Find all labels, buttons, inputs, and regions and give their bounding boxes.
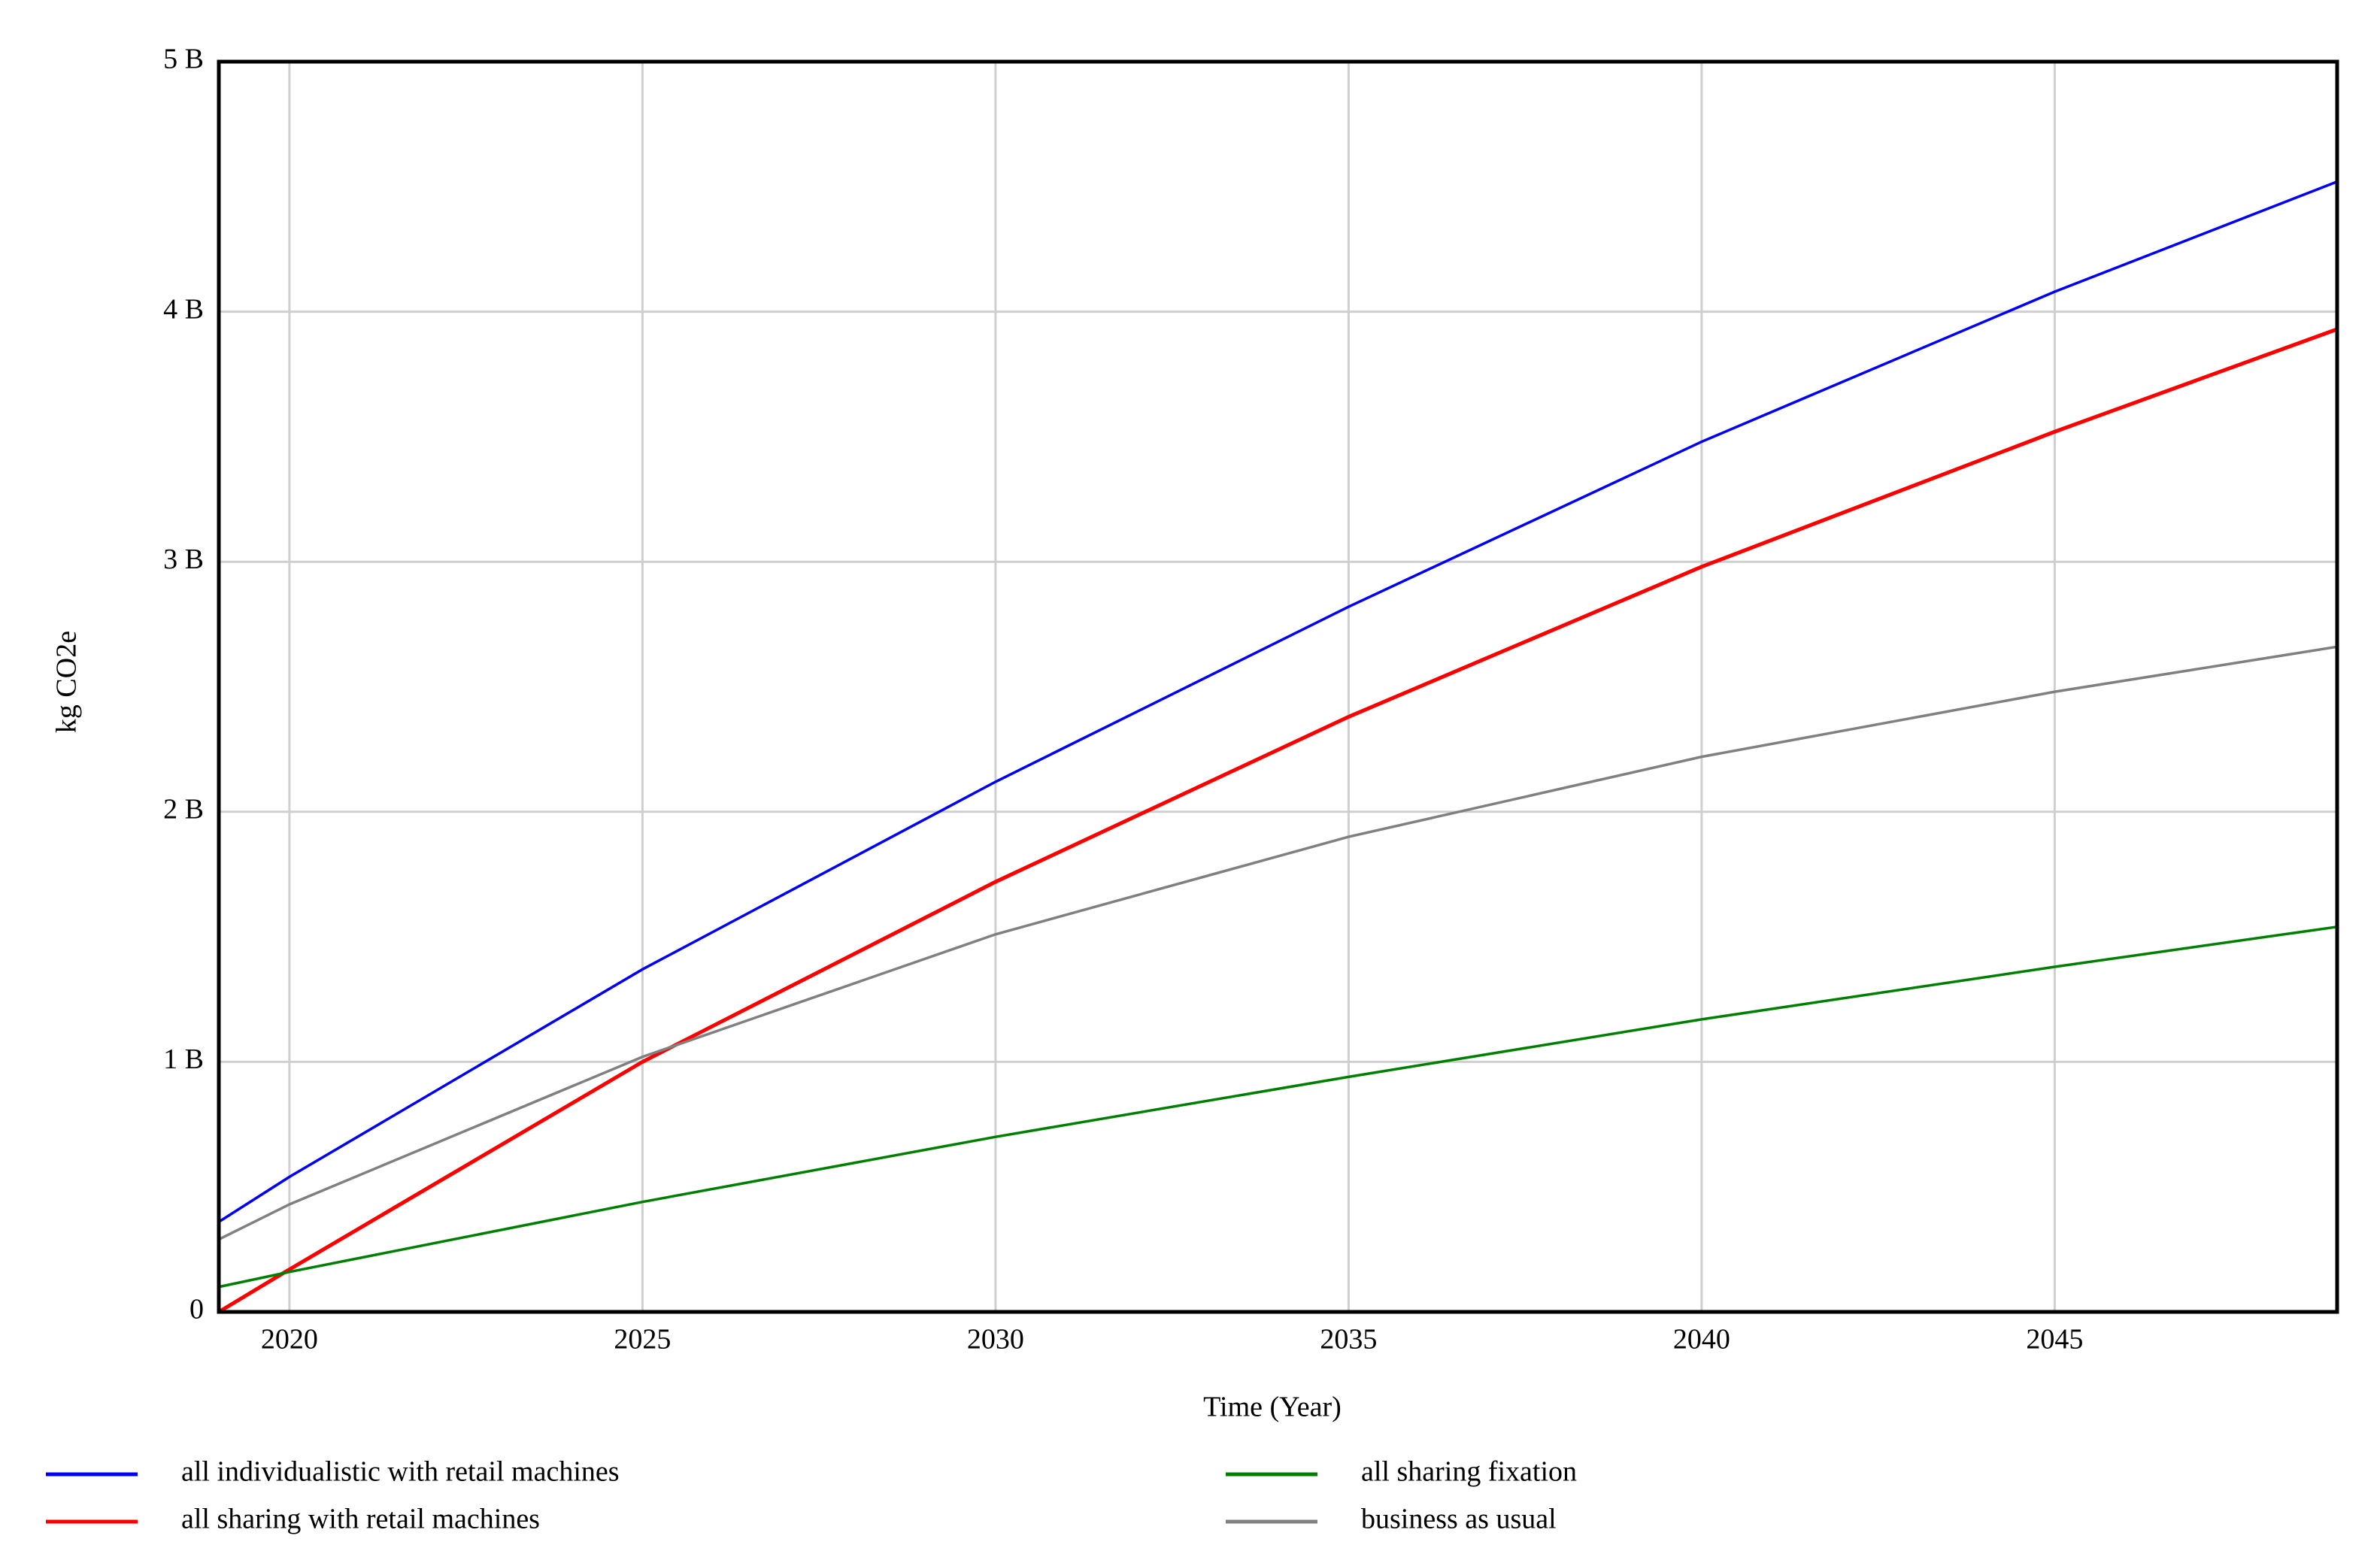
x-tick-label: 2035 bbox=[1320, 1324, 1377, 1356]
x-tick-label: 2020 bbox=[261, 1324, 318, 1356]
x-tick-label: 2040 bbox=[1673, 1324, 1730, 1356]
data-line bbox=[217, 327, 2338, 1314]
legend-label: all individualistic with retail machines bbox=[181, 1456, 620, 1488]
plot-border bbox=[217, 59, 2339, 1314]
legend-label: all sharing with retail machines bbox=[181, 1504, 540, 1535]
data-line bbox=[218, 925, 2338, 1289]
y-tick-label: 5 B bbox=[163, 44, 204, 75]
y-tick-label: 3 B bbox=[163, 544, 204, 575]
x-tick-label: 2030 bbox=[967, 1324, 1024, 1356]
y-tick-label: 4 B bbox=[163, 293, 204, 325]
legend-label: all sharing fixation bbox=[1361, 1456, 1577, 1488]
y-tick-label: 1 B bbox=[163, 1044, 204, 1075]
x-axis-label: Time (Year) bbox=[1203, 1392, 1342, 1423]
data-line bbox=[218, 180, 2338, 1223]
x-tick-label: 2045 bbox=[2026, 1324, 2083, 1356]
data-line bbox=[218, 645, 2338, 1241]
y-axis-label: kg CO2e bbox=[51, 631, 83, 733]
x-tick-label: 2025 bbox=[614, 1324, 671, 1356]
y-tick-label: 0 bbox=[189, 1294, 204, 1325]
legend-label: business as usual bbox=[1361, 1504, 1557, 1535]
y-tick-label: 2 B bbox=[163, 794, 204, 825]
